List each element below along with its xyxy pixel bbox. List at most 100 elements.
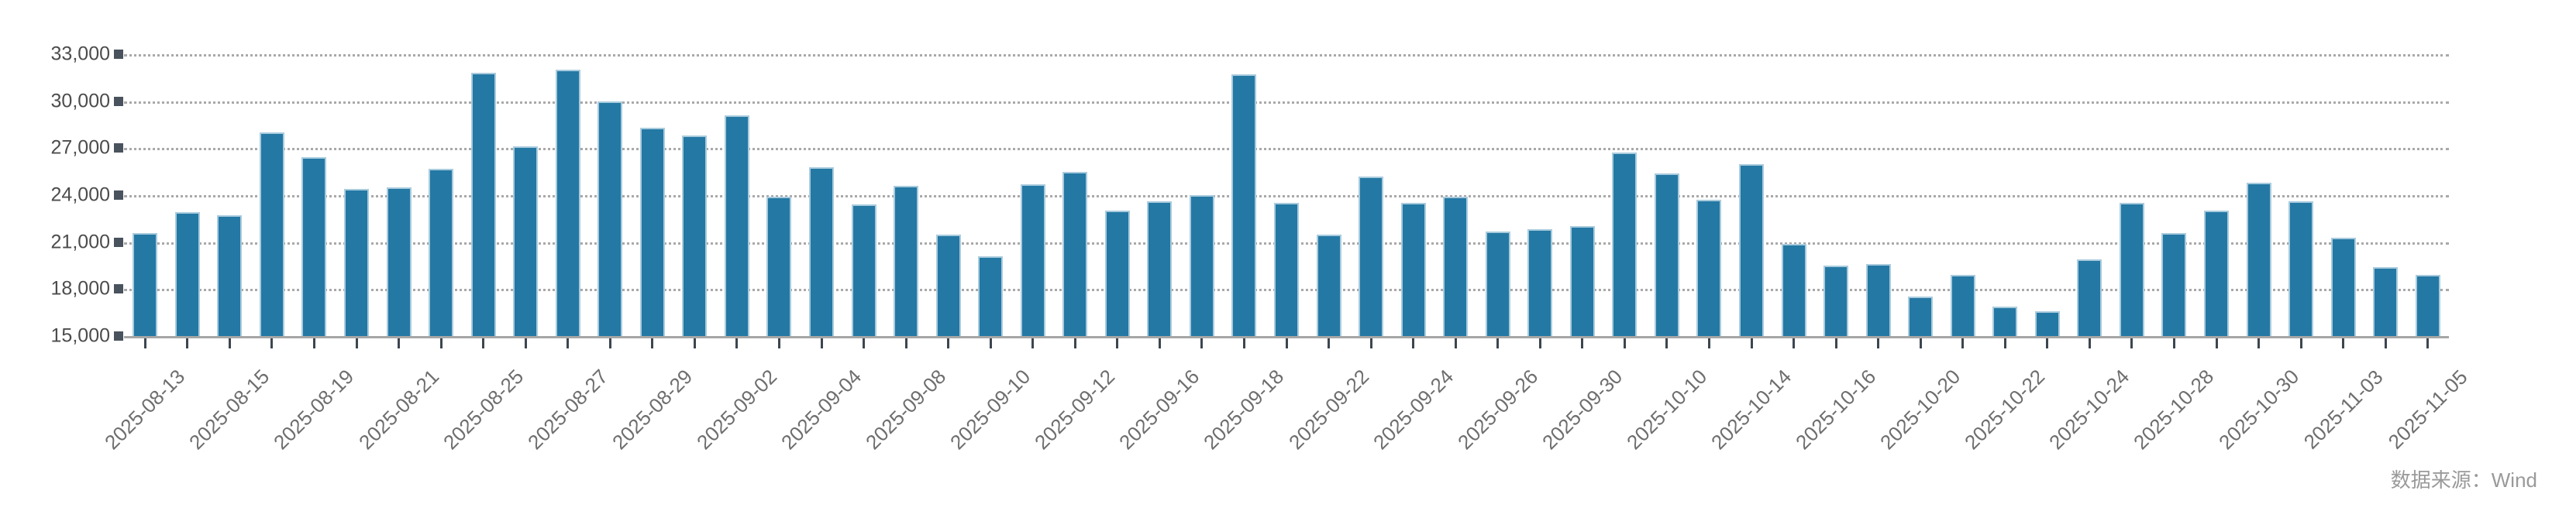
bar-2025-10-22[interactable] [1992,306,2018,336]
bar-2025-09-29[interactable] [1527,229,1553,336]
bar-2025-10-15[interactable] [1781,243,1806,336]
bar-2025-10-28[interactable] [2161,232,2187,336]
x-axis-tick [398,338,401,348]
x-axis-date-label: 2025-08-13 [100,365,190,455]
x-axis-tick [1158,338,1161,348]
bar-2025-09-15[interactable] [1104,211,1130,336]
bar-2025-09-09[interactable] [935,234,961,336]
y-axis-tick-label: 15,000 [50,324,110,347]
x-axis-tick [1242,338,1245,348]
x-axis-date-label: 2025-08-15 [184,365,274,455]
bar-2025-08-15[interactable] [217,215,243,336]
bar-2025-10-23[interactable] [2034,310,2060,336]
x-axis-tick [1665,338,1669,348]
bar-2025-10-21[interactable] [1950,275,1975,336]
x-axis-tick [735,338,739,348]
x-axis-tick [904,338,907,348]
x-axis-tick [2426,338,2430,348]
x-axis-tick [1961,338,1965,348]
bar-2025-11-04[interactable] [2373,267,2399,336]
bar-2025-09-16[interactable] [1147,201,1173,336]
x-axis-tick [1369,338,1372,348]
bar-2025-09-12[interactable] [1062,171,1088,336]
bar-2025-10-17[interactable] [1865,263,1891,336]
bar-2025-08-20[interactable] [344,188,369,336]
bar-2025-10-20[interactable] [1908,297,1934,336]
x-axis-tick [777,338,780,348]
bar-2025-10-14[interactable] [1739,163,1764,336]
bar-2025-09-08[interactable] [894,185,919,336]
x-axis-date-label: 2025-09-12 [1030,365,1120,455]
x-axis-date-label: 2025-08-19 [269,365,359,455]
bar-2025-09-23[interactable] [1359,176,1384,336]
bar-2025-10-29[interactable] [2204,211,2229,336]
x-axis-date-label: 2025-09-26 [1452,365,1542,455]
bar-2025-09-01[interactable] [682,136,708,336]
x-axis-tick [186,338,189,348]
bar-2025-09-30[interactable] [1569,226,1595,336]
bar-2025-08-29[interactable] [639,128,665,336]
x-axis-tick [1328,338,1331,348]
y-axis-tick-label: 33,000 [50,43,110,65]
bar-2025-09-02[interactable] [724,115,749,336]
bar-2025-11-03[interactable] [2330,237,2356,336]
x-axis-tick [1877,338,1880,348]
bar-2025-10-31[interactable] [2288,201,2314,336]
bar-2025-10-10[interactable] [1654,173,1679,336]
x-axis-date-label: 2025-10-20 [1875,365,1965,455]
bar-2025-10-13[interactable] [1696,200,1722,336]
bar-2025-10-27[interactable] [2119,203,2144,336]
x-axis-tick [1623,338,1626,348]
bar-2025-10-30[interactable] [2246,182,2271,336]
gridline [124,195,2449,197]
bar-2025-08-13[interactable] [133,232,158,336]
bar-2025-09-26[interactable] [1485,231,1510,336]
bar-2025-08-21[interactable] [386,187,412,336]
bar-2025-09-10[interactable] [978,256,1004,336]
bar-2025-09-04[interactable] [809,166,834,336]
x-axis-date-label: 2025-08-21 [353,365,443,455]
bar-2025-08-14[interactable] [174,212,200,336]
x-axis-tick [2088,338,2091,348]
x-axis-tick [1581,338,1584,348]
bar-2025-09-11[interactable] [1020,184,1045,336]
bar-2025-09-03[interactable] [766,197,792,336]
bar-2025-09-25[interactable] [1443,197,1469,336]
x-axis-tick [863,338,866,348]
bar-2025-09-18[interactable] [1231,74,1257,336]
bar-2025-10-09[interactable] [1612,153,1638,336]
bar-2025-09-17[interactable] [1189,195,1214,336]
x-axis-tick [1073,338,1076,348]
bar-2025-09-22[interactable] [1316,234,1341,336]
x-axis-date-label: 2025-09-02 [691,365,782,455]
bar-2025-10-24[interactable] [2077,259,2102,336]
y-axis-tick-label: 27,000 [50,136,110,159]
x-axis-date-label: 2025-09-30 [1537,365,1627,455]
bar-2025-08-18[interactable] [259,132,284,336]
bar-2025-08-25[interactable] [470,73,496,336]
bar-2025-08-27[interactable] [555,70,580,336]
x-axis-date-label: 2025-09-24 [1368,365,1458,455]
y-axis-tick-square-icon [114,284,123,294]
y-axis-tick-square-icon [114,50,123,59]
x-axis-tick [1116,338,1119,348]
x-axis-tick [143,338,146,348]
bar-2025-08-26[interactable] [513,146,539,336]
x-axis-tick [1496,338,1500,348]
x-axis-tick [439,338,443,348]
x-axis-date-label: 2025-10-14 [1706,365,1796,455]
x-axis-date-label: 2025-10-10 [1621,365,1712,455]
bar-2025-09-05[interactable] [851,204,876,336]
y-axis-tick-square-icon [114,237,123,247]
x-axis-tick [1793,338,1796,348]
bar-2025-08-19[interactable] [301,157,327,336]
bar-2025-09-24[interactable] [1400,203,1426,336]
bar-2025-11-05[interactable] [2415,275,2440,336]
bar-2025-10-16[interactable] [1824,266,1849,336]
bar-2025-08-22[interactable] [429,168,454,336]
x-axis-tick [355,338,358,348]
x-axis-tick [312,338,315,348]
bar-2025-09-19[interactable] [1274,203,1299,336]
x-axis-tick [2384,338,2387,348]
bar-2025-08-28[interactable] [598,101,623,336]
